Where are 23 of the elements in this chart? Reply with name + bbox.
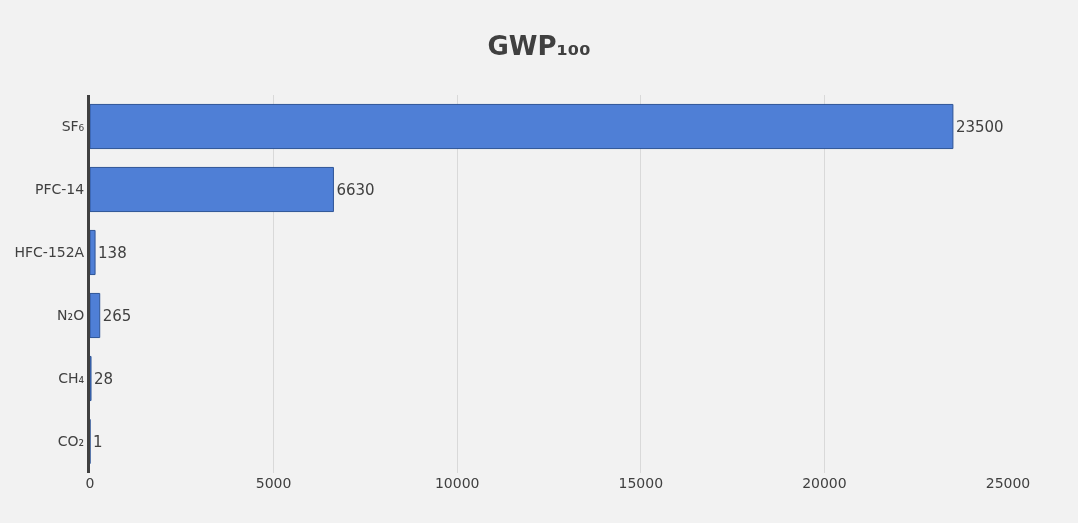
chart-title: GWP₁₀₀ [487,30,591,61]
bar [90,292,101,339]
x-tick-label: 10000 [434,475,480,491]
bar [90,166,334,213]
data-label: 265 [102,306,132,325]
y-tick-label: SF₆ [61,118,85,135]
x-tick-label: 20000 [802,475,847,491]
x-tick-label: 25000 [985,475,1031,491]
x-tick-label: 5000 [255,475,292,491]
y-tick-label: N₂O [57,307,85,324]
x-tick-label: 15000 [618,475,664,491]
y-tick-label: HFC-152A [14,244,85,261]
data-label: 28 [94,369,114,388]
bar [90,103,954,150]
y-tick-label: CH₄ [58,370,85,387]
y-tick-label: CO₂ [57,433,85,450]
y-tick-label: PFC-14 [35,181,85,198]
data-label: 6630 [336,180,375,199]
data-label: 138 [98,243,127,262]
bar [90,229,96,276]
x-tick-label: 0 [85,475,95,491]
data-label: 1 [93,432,103,451]
data-label: 23500 [955,117,1004,136]
